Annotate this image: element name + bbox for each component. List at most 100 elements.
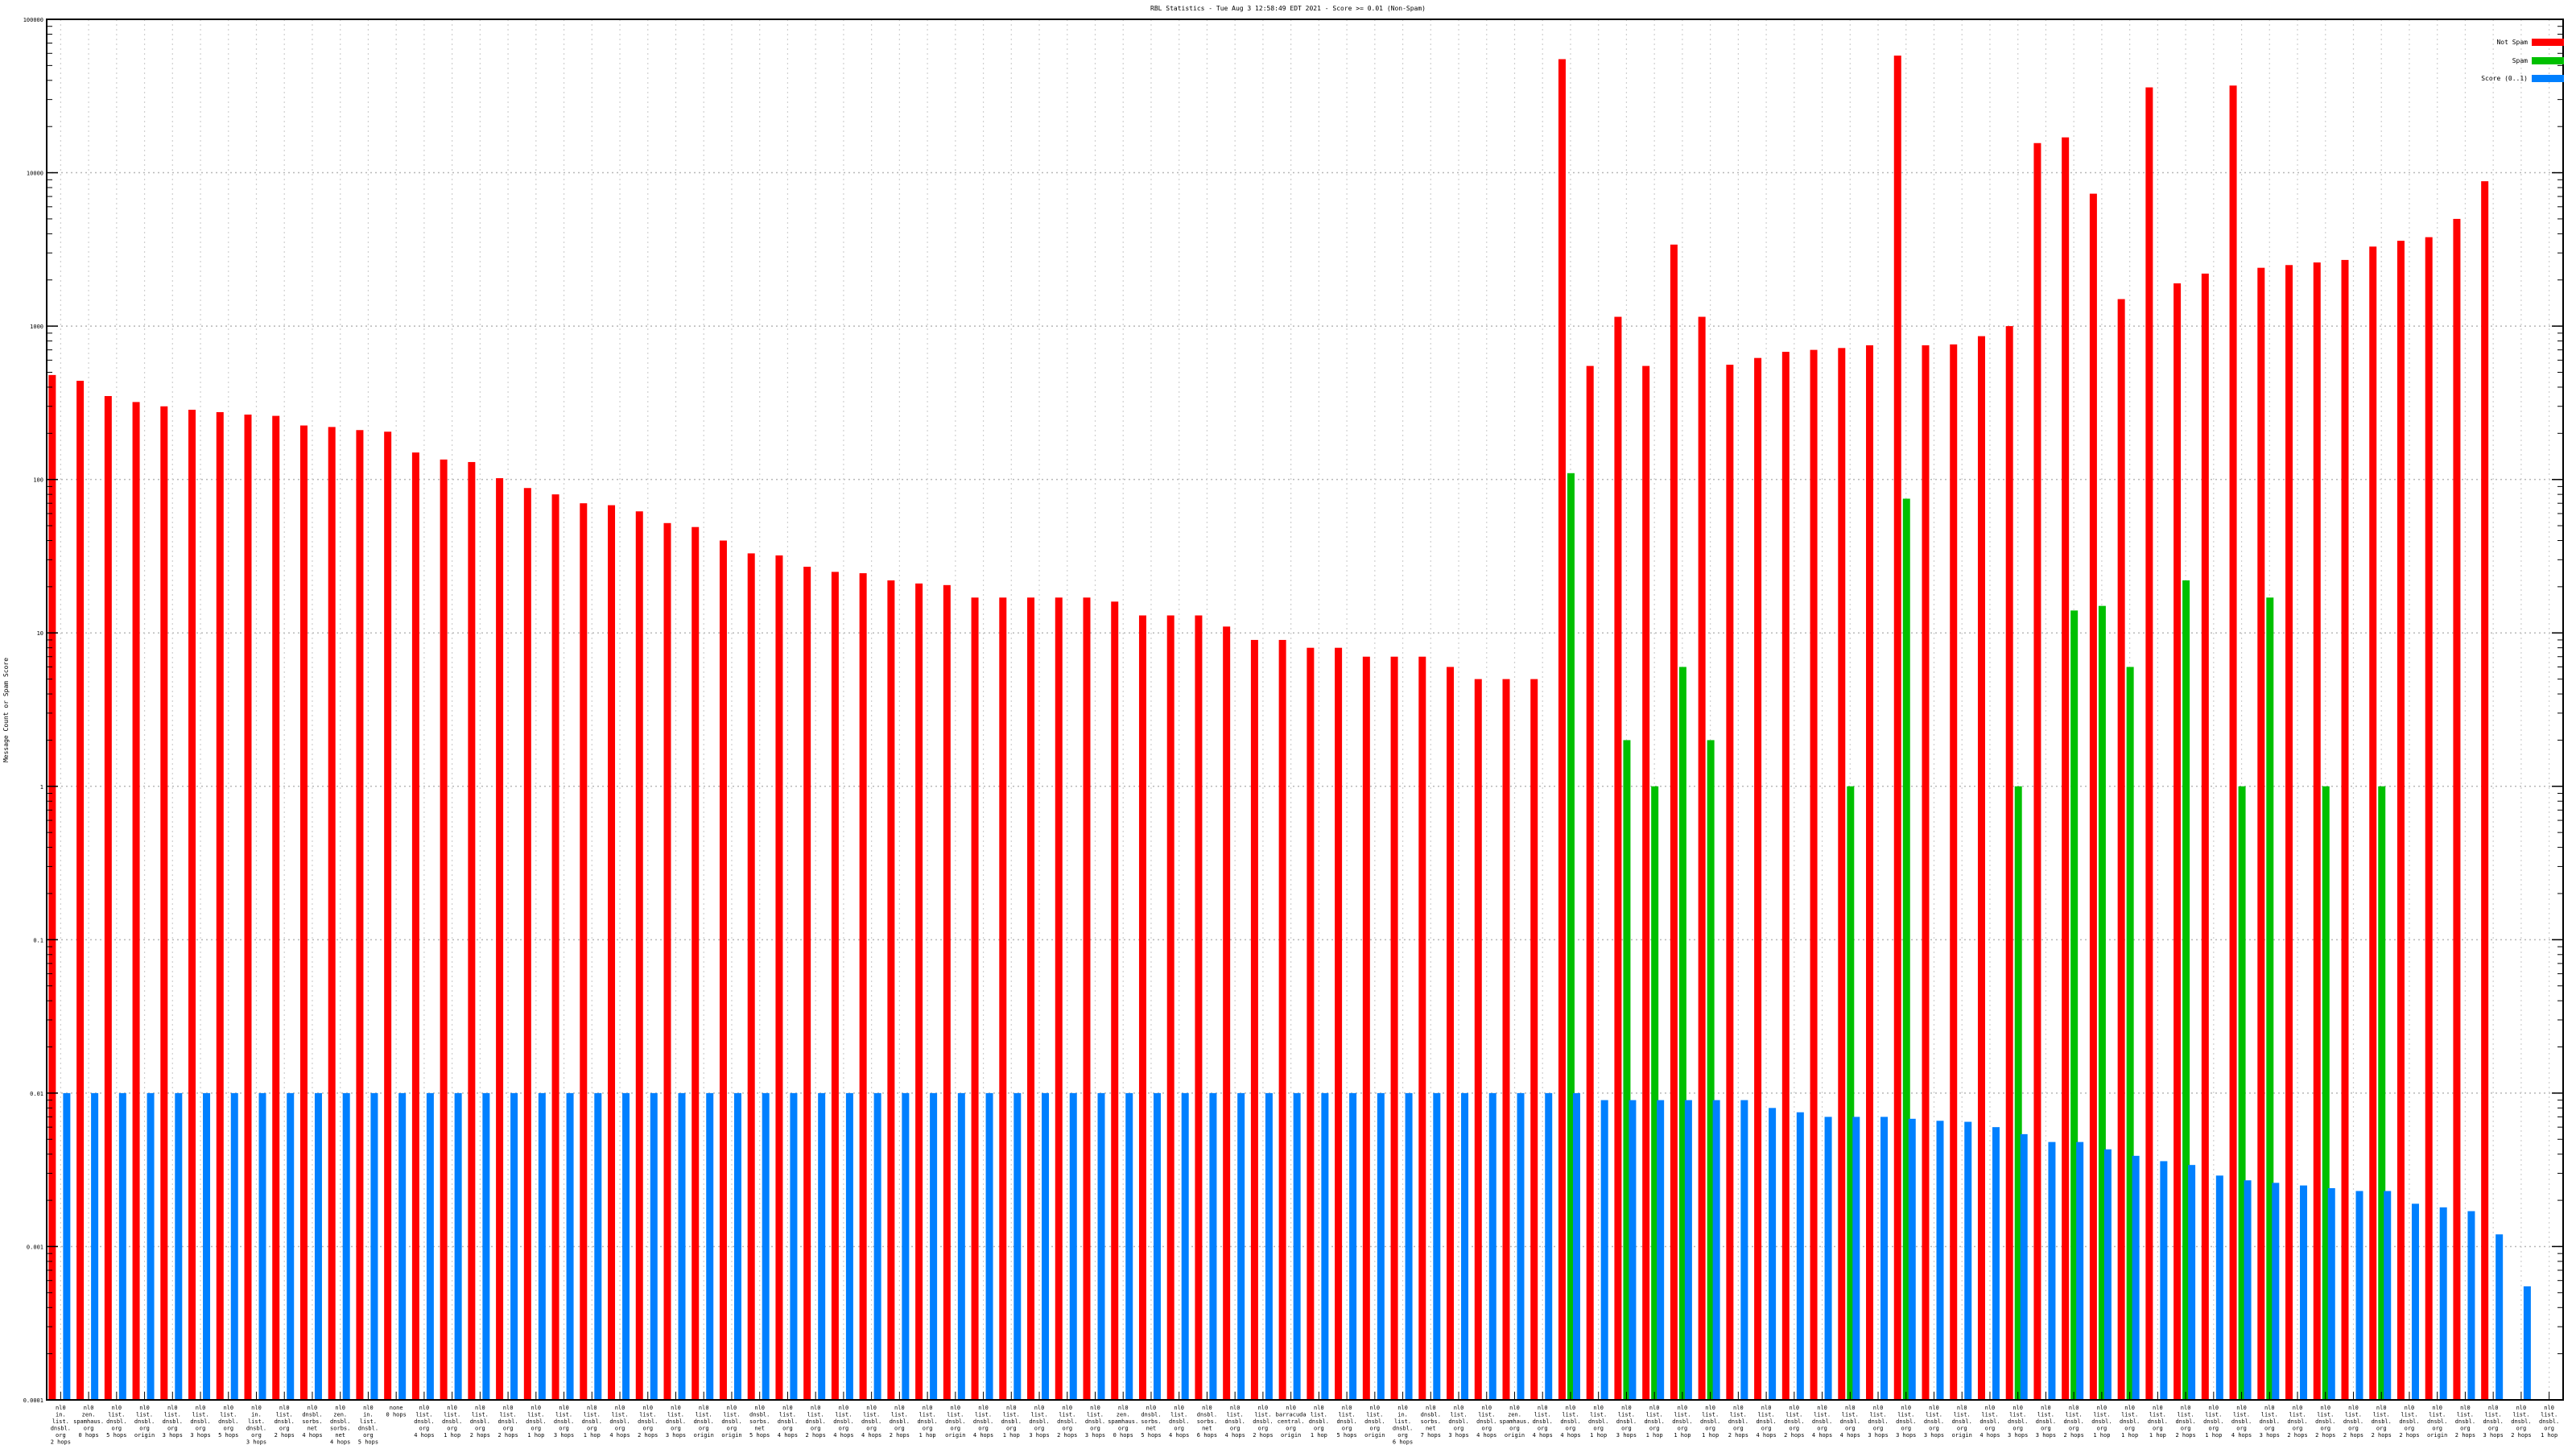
bar-not-spam xyxy=(1642,365,1650,1401)
bar-not-spam xyxy=(1726,365,1734,1401)
bar-score xyxy=(1377,1092,1385,1400)
bar-not-spam xyxy=(999,597,1007,1400)
bar-not-spam xyxy=(2396,241,2405,1400)
bar-spam xyxy=(1623,740,1631,1400)
x-tick-label: nl0 zen. dnsbl. sorbs. net 4 hops xyxy=(330,1405,350,1446)
bar-score xyxy=(287,1092,295,1400)
bar-score xyxy=(706,1092,714,1400)
bar-score xyxy=(1321,1092,1329,1400)
bar-score xyxy=(2467,1211,2475,1400)
bar-not-spam xyxy=(887,580,895,1400)
x-tick-label: nl0 list. dnsbl. org 4 hops xyxy=(1812,1405,1832,1439)
x-tick-label: none 0 hops xyxy=(386,1405,407,1418)
x-tick-label: nl0 list. dnsbl. org 5 hops xyxy=(106,1405,126,1439)
bar-not-spam xyxy=(216,411,224,1401)
bar-not-spam xyxy=(1670,244,1678,1400)
bar-not-spam xyxy=(1223,626,1231,1400)
bar-spam xyxy=(2378,786,2386,1400)
bar-not-spam xyxy=(1055,597,1063,1400)
bar-score xyxy=(2411,1203,2419,1400)
legend-swatch-score xyxy=(2532,75,2564,82)
y-tick-label: 10 xyxy=(37,630,43,637)
bar-not-spam xyxy=(2453,218,2461,1401)
bar-not-spam xyxy=(1111,601,1119,1400)
bar-not-spam xyxy=(1447,667,1455,1400)
x-tick-label: nl0 list. dnsbl. org 3 hops xyxy=(2036,1405,2056,1439)
bar-score xyxy=(1852,1117,1860,1400)
bar-not-spam xyxy=(328,427,336,1400)
bar-score xyxy=(622,1092,630,1400)
bar-not-spam xyxy=(1838,348,1846,1400)
x-tick-label: nl0 list. dnsbl. org 3 hops xyxy=(163,1405,183,1439)
bar-score xyxy=(175,1092,183,1400)
bar-not-spam xyxy=(48,374,56,1401)
x-tick-label: nl0 list. dnsbl. org 1 hop xyxy=(582,1405,602,1439)
bar-not-spam xyxy=(2117,299,2125,1401)
bar-score xyxy=(1740,1100,1748,1400)
x-tick-label: nl0 list. dnsbl. org 4 hops xyxy=(1533,1405,1553,1439)
x-tick-label: nl0 list. dnsbl. org 1 hop xyxy=(2539,1405,2559,1439)
bar-score xyxy=(2048,1141,2056,1400)
x-tick-label: nl0 list. dnsbl. org 4 hops xyxy=(1756,1405,1776,1439)
bar-spam xyxy=(2266,597,2274,1400)
x-tick-label: nl0 list. dnsbl. org 2 hops xyxy=(2372,1405,2392,1439)
plot-frame xyxy=(46,19,2564,1401)
bar-score xyxy=(790,1092,798,1400)
x-tick-label: nl0 zen. spamhaus. org 0 hops xyxy=(1108,1405,1138,1439)
x-tick-label: nl0 list. dnsbl. org 1 hop xyxy=(1309,1405,1329,1439)
bar-score xyxy=(342,1092,350,1400)
x-tick-label: nl0 list. dnsbl. org 2 hops xyxy=(2455,1405,2475,1439)
x-tick-label: nl0 list. dnsbl. org origin xyxy=(2427,1405,2447,1439)
bar-score xyxy=(1125,1092,1133,1400)
bar-score xyxy=(2244,1180,2252,1400)
bar-score xyxy=(2523,1286,2531,1400)
bar-not-spam xyxy=(1138,615,1146,1400)
x-tick-label: nl0 list. dnsbl. org 2 hops xyxy=(2175,1405,2195,1439)
bar-not-spam xyxy=(496,478,504,1400)
bar-score xyxy=(258,1092,266,1400)
bar-not-spam xyxy=(719,540,727,1400)
x-tick-label: nl0 list. dnsbl. org 1 hop xyxy=(1645,1405,1665,1439)
bar-score xyxy=(2272,1183,2280,1400)
bar-score xyxy=(594,1092,602,1400)
bar-score xyxy=(482,1092,490,1400)
x-tick-label: nl0 list. dnsbl. org 1 hop xyxy=(2091,1405,2112,1439)
bar-score xyxy=(314,1092,322,1400)
x-tick-label: nl0 list. dnsbl. org 2 hops xyxy=(275,1405,295,1439)
bar-not-spam xyxy=(608,505,616,1400)
x-tick-label: nl0 in. list. dnsbl. org 3 hops xyxy=(246,1405,266,1446)
bar-score xyxy=(2300,1185,2308,1400)
bar-not-spam xyxy=(2481,181,2489,1401)
y-tick-label: 0.1 xyxy=(33,937,43,943)
bar-not-spam xyxy=(1810,349,1818,1400)
bar-score xyxy=(1433,1092,1441,1400)
bar-not-spam xyxy=(1950,344,1958,1400)
bar-spam xyxy=(2098,605,2106,1400)
x-tick-label: nl0 list. dnsbl. org 4 hops xyxy=(1560,1405,1580,1439)
bar-score xyxy=(1209,1092,1217,1400)
x-tick-label: nl0 list. dnsbl. org 3 hops xyxy=(190,1405,210,1439)
bar-not-spam xyxy=(1166,615,1174,1400)
bar-score xyxy=(2160,1161,2168,1400)
bar-score xyxy=(63,1092,71,1400)
bar-score xyxy=(566,1092,574,1400)
bar-score xyxy=(91,1092,99,1400)
bar-score xyxy=(203,1092,211,1400)
bar-not-spam xyxy=(859,573,867,1400)
bar-not-spam xyxy=(1502,679,1510,1400)
x-tick-label: nl0 list. dnsbl. org 3 hops xyxy=(1448,1405,1468,1439)
bar-not-spam xyxy=(384,431,392,1400)
bar-not-spam xyxy=(2062,137,2070,1401)
bar-not-spam xyxy=(104,395,112,1401)
bar-not-spam xyxy=(2425,237,2433,1400)
bar-spam xyxy=(1651,786,1659,1400)
bar-not-spam xyxy=(1977,336,1985,1401)
y-tick-label: 0.01 xyxy=(30,1091,43,1097)
bar-spam xyxy=(2238,786,2246,1400)
bar-score xyxy=(510,1092,518,1400)
bar-not-spam xyxy=(691,526,700,1400)
x-tick-label: nl0 dnsbl. sorbs. net 6 hops xyxy=(1197,1405,1217,1439)
legend-item-spam: Spam xyxy=(2512,57,2564,64)
legend-swatch-spam xyxy=(2532,57,2564,64)
